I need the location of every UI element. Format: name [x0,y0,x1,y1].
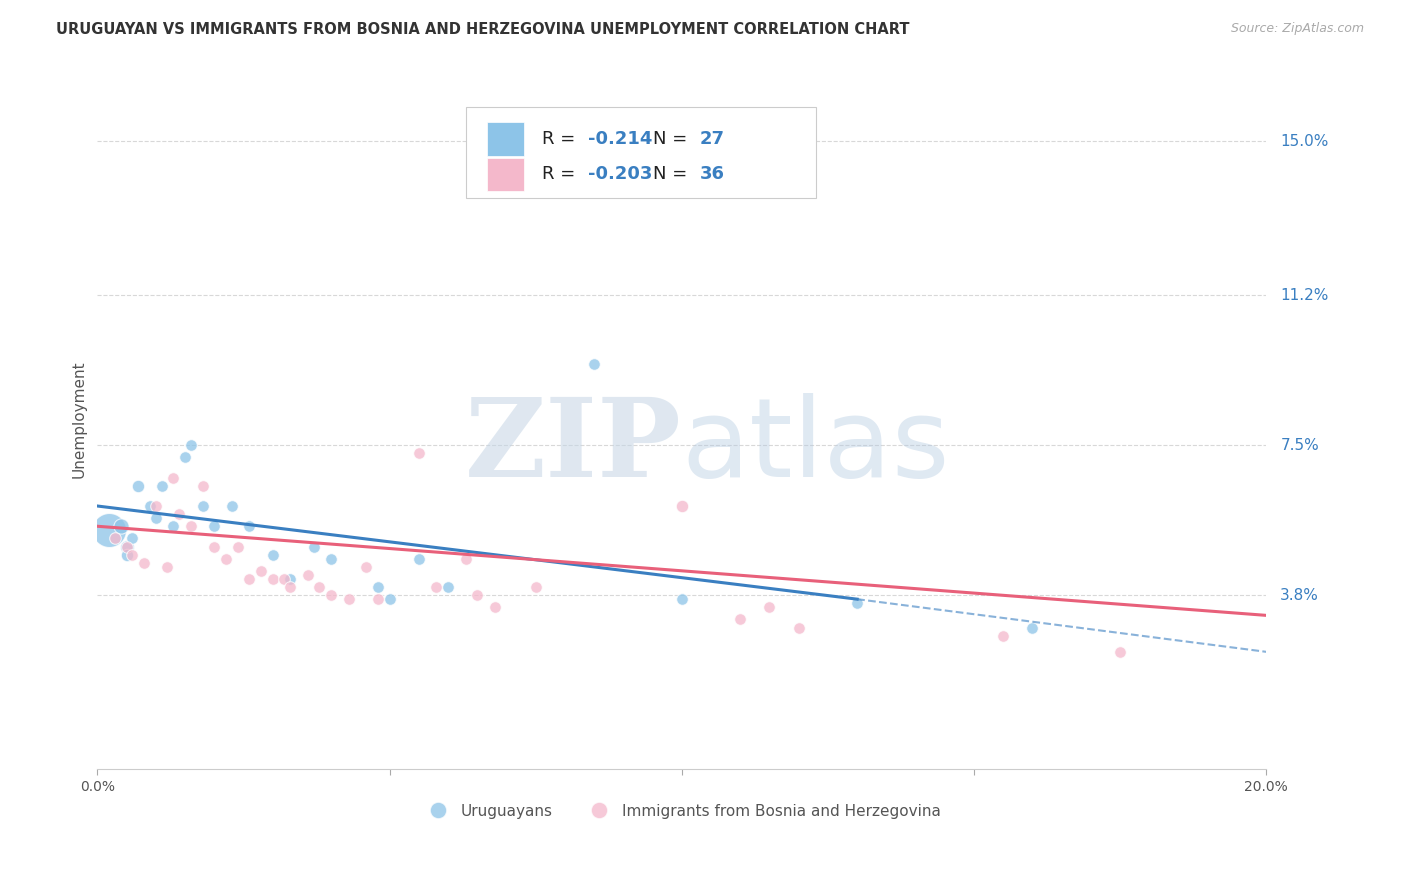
Point [302,540,325,554]
Point [993,629,1015,643]
Point [1021,621,1043,635]
Point [787,621,810,635]
Text: atlas: atlas [682,393,950,500]
Point [321,588,343,602]
Point [250,564,273,578]
Point [297,567,319,582]
Text: 3.8%: 3.8% [1281,588,1319,603]
Point [262,548,284,562]
Point [226,540,249,554]
Point [132,556,155,570]
Text: 7.5%: 7.5% [1281,438,1319,453]
Point [191,499,214,513]
Text: 15.0%: 15.0% [1281,134,1329,149]
Point [671,592,693,607]
Point [121,532,143,546]
Point [145,511,167,525]
Point [145,499,167,513]
Point [367,592,389,607]
Point [104,532,127,546]
Text: -0.214: -0.214 [588,130,652,148]
Text: R =: R = [541,165,581,184]
Point [156,559,179,574]
Point [121,548,143,562]
Point [98,524,121,538]
Point [162,519,184,533]
Point [425,580,447,594]
Point [321,551,343,566]
Point [150,479,173,493]
Point [180,438,202,452]
Text: URUGUAYAN VS IMMIGRANTS FROM BOSNIA AND HERZEGOVINA UNEMPLOYMENT CORRELATION CHA: URUGUAYAN VS IMMIGRANTS FROM BOSNIA AND … [56,22,910,37]
Point [238,519,260,533]
Point [437,580,460,594]
Point [278,580,301,594]
Point [202,540,225,554]
Point [262,572,284,586]
Y-axis label: Unemployment: Unemployment [72,360,86,478]
Point [174,450,197,465]
Point [758,600,780,615]
Legend: Uruguayans, Immigrants from Bosnia and Herzegovina: Uruguayans, Immigrants from Bosnia and H… [416,797,946,825]
Point [308,580,330,594]
Point [583,357,606,371]
Point [730,612,752,626]
Point [846,596,869,610]
Point [221,499,243,513]
Point [215,551,238,566]
Point [115,540,138,554]
Point [162,470,184,484]
Text: 36: 36 [699,165,724,184]
Point [191,479,214,493]
FancyBboxPatch shape [486,158,524,191]
Point [408,446,430,460]
Point [273,572,295,586]
FancyBboxPatch shape [465,107,817,198]
Text: R =: R = [541,130,581,148]
Text: N =: N = [652,130,693,148]
Point [408,551,430,566]
Point [454,551,477,566]
Point [202,519,225,533]
Text: 27: 27 [699,130,724,148]
Point [115,548,138,562]
Point [354,559,377,574]
Point [524,580,547,594]
Text: -0.203: -0.203 [588,165,652,184]
Point [378,592,401,607]
Point [1109,645,1132,659]
Text: Source: ZipAtlas.com: Source: ZipAtlas.com [1230,22,1364,36]
Point [278,572,301,586]
Point [110,519,132,533]
Point [337,592,360,607]
Point [671,499,693,513]
Text: ZIP: ZIP [465,393,682,500]
Text: 11.2%: 11.2% [1281,288,1329,303]
Point [465,588,488,602]
Text: N =: N = [652,165,693,184]
Point [139,499,162,513]
Point [115,540,138,554]
Point [238,572,260,586]
Point [127,479,149,493]
Point [180,519,202,533]
FancyBboxPatch shape [486,122,524,156]
Point [167,507,190,521]
Point [367,580,389,594]
Point [484,600,506,615]
